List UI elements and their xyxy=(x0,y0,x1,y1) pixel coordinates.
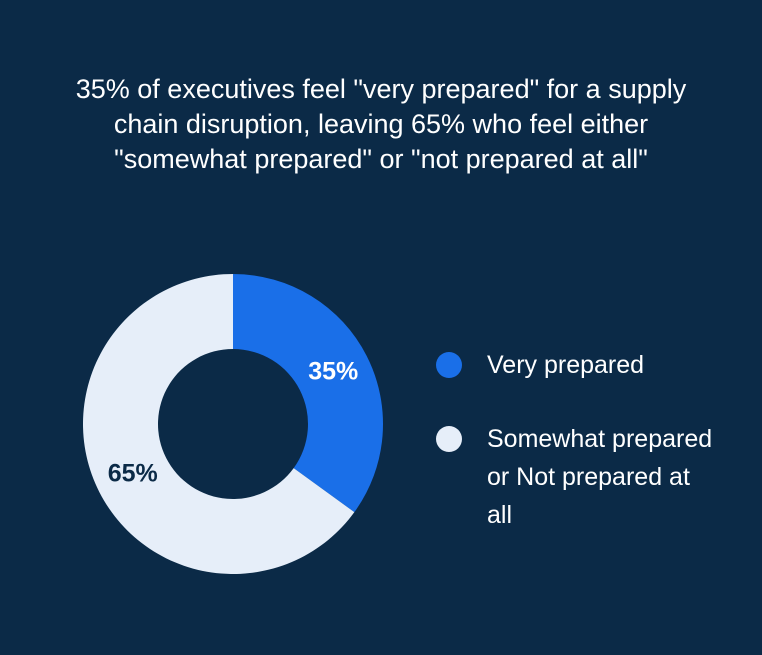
donut-segment xyxy=(83,274,355,574)
value-label: 35% xyxy=(308,358,358,386)
legend-label: Very prepared xyxy=(487,351,645,379)
legend-label: Somewhat prepared or Not prepared at all xyxy=(487,425,713,529)
legend-swatch xyxy=(436,426,462,452)
donut-segment xyxy=(233,274,384,513)
chart-title: 35% of executives feel "very prepared" f… xyxy=(75,74,687,174)
value-label: 65% xyxy=(108,460,158,488)
legend-swatch xyxy=(436,352,462,378)
